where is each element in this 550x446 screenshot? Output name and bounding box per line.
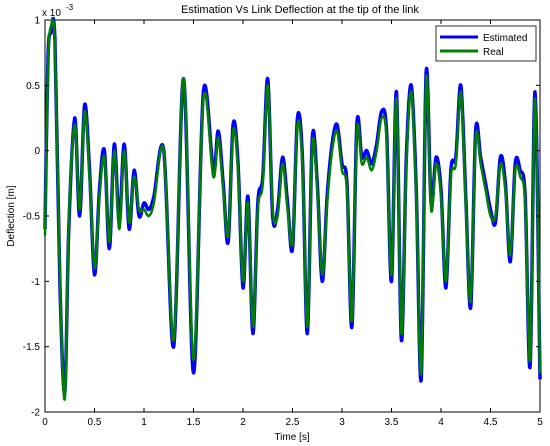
x-tick-label: 4 [438,417,444,428]
y-exponent-label: x 10 -3 [42,3,74,19]
y-tick-label: -0.5 [23,212,41,223]
y-exponent-base: x 10 [42,8,61,19]
ticks-layer: 0 0.5 1 1.5 2 2.5 3 3.5 4 4.5 5 -2 -1.5 -1 -0.5 0 0.5 1 [23,16,543,429]
y-tick-label: 0 [34,146,40,157]
series-line-real [43,18,542,401]
y-tick-label: 1 [34,16,40,27]
y-tick-label: 0.5 [26,81,40,92]
x-tick-label: 3.5 [385,417,399,428]
x-tick-label: 1 [141,417,147,428]
x-tick-label: 0 [42,417,48,428]
x-tick-label: 3 [339,417,345,428]
y-tick-label: -1.5 [23,342,41,353]
y-tick-label: -2 [31,408,40,419]
legend-label-estimated: Estimated [483,33,527,44]
y-axis-label: Deflection [m] [6,185,17,246]
legend-box [435,25,537,62]
x-tick-label: 2.5 [286,417,300,428]
x-tick-label: 1.5 [187,417,201,428]
legend-label-real: Real [483,47,504,58]
legend: Estimated Real [435,25,537,62]
x-axis-label: Time [s] [274,432,309,443]
x-tick-label: 0.5 [88,417,102,428]
x-tick-label: 4.5 [484,417,498,428]
y-exponent-power: -3 [66,3,74,12]
chart-title: Estimation Vs Link Deflection at the tip… [181,4,419,16]
x-tick-label: 2 [240,417,246,428]
y-tick-label: -1 [31,277,40,288]
series-layer [43,17,542,401]
x-tick-label: 5 [537,417,543,428]
